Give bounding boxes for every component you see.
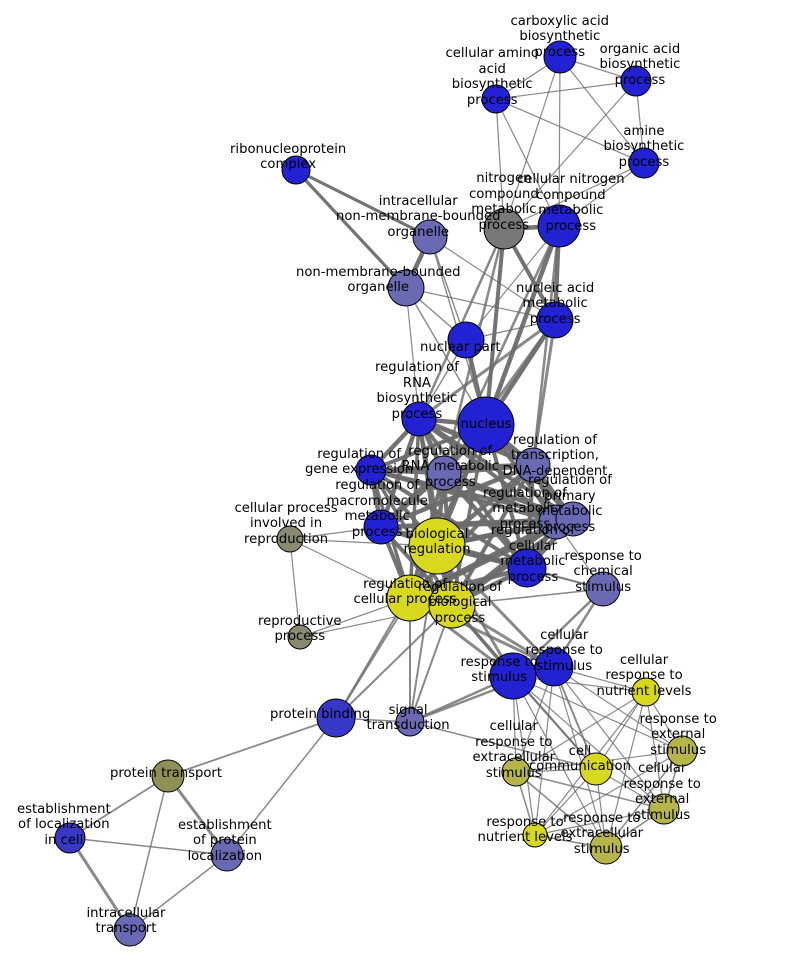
graph-edge[interactable]: [69, 775, 169, 839]
graph-node[interactable]: [395, 707, 425, 737]
graph-node[interactable]: [515, 447, 551, 483]
graph-edge[interactable]: [515, 691, 647, 773]
graph-node[interactable]: [387, 269, 425, 307]
graph-edge[interactable]: [503, 162, 645, 230]
graph-edge[interactable]: [503, 80, 637, 230]
graph-edge[interactable]: [559, 56, 645, 164]
graph-edge[interactable]: [495, 80, 637, 100]
graph-edge[interactable]: [167, 717, 337, 777]
graph-edge[interactable]: [531, 319, 557, 466]
graph-edge[interactable]: [451, 588, 604, 606]
graph-node[interactable]: [666, 735, 698, 767]
graph-node[interactable]: [555, 501, 591, 537]
graph-node[interactable]: [483, 208, 525, 250]
graph-node[interactable]: [457, 396, 515, 454]
graph-edge[interactable]: [405, 287, 420, 420]
graph-edge[interactable]: [294, 168, 408, 290]
graph-edge[interactable]: [558, 56, 561, 227]
graph-node[interactable]: [507, 548, 547, 588]
graph-edge[interactable]: [645, 691, 665, 810]
graph-node[interactable]: [589, 831, 623, 865]
graph-edge[interactable]: [512, 675, 536, 836]
graph-edge[interactable]: [129, 775, 169, 931]
graph-edge[interactable]: [495, 98, 645, 164]
graph-node[interactable]: [631, 677, 661, 707]
graph-node[interactable]: [151, 759, 185, 793]
graph-node[interactable]: [210, 838, 244, 872]
graph-edge[interactable]: [515, 771, 607, 849]
graph-edge[interactable]: [534, 808, 665, 836]
graph-edge[interactable]: [515, 771, 665, 810]
graph-edge[interactable]: [484, 228, 506, 426]
graph-node[interactable]: [408, 517, 466, 575]
graph-node[interactable]: [54, 822, 86, 854]
graph-node[interactable]: [543, 40, 577, 74]
graph-edge[interactable]: [605, 750, 683, 849]
graph-edge[interactable]: [512, 675, 665, 810]
graph-node[interactable]: [355, 454, 387, 486]
node-layer: [54, 40, 698, 947]
graph-node[interactable]: [386, 574, 434, 622]
graph-edge[interactable]: [465, 225, 560, 341]
graph-node[interactable]: [276, 525, 304, 553]
graph-node[interactable]: [648, 793, 680, 825]
graph-edge[interactable]: [69, 837, 228, 856]
graph-node[interactable]: [281, 155, 311, 185]
graph-edge[interactable]: [295, 168, 431, 239]
graph-edge[interactable]: [380, 519, 557, 530]
graph-edge[interactable]: [512, 675, 683, 752]
graph-node[interactable]: [534, 647, 574, 687]
graph-node[interactable]: [501, 757, 531, 787]
graph-node[interactable]: [537, 204, 581, 248]
edge-layer: [68, 56, 683, 931]
graph-edge[interactable]: [409, 721, 597, 770]
graph-node[interactable]: [481, 84, 511, 114]
graph-edge[interactable]: [495, 98, 560, 227]
graph-node[interactable]: [489, 652, 537, 700]
graph-edge[interactable]: [443, 470, 557, 525]
graph-edge[interactable]: [534, 750, 683, 836]
graph-node[interactable]: [536, 301, 574, 339]
graph-node[interactable]: [113, 913, 147, 947]
graph-node[interactable]: [316, 698, 356, 738]
graph-edge[interactable]: [495, 98, 505, 230]
graph-edge[interactable]: [289, 538, 301, 638]
graph-edge[interactable]: [408, 418, 421, 599]
graph-edge[interactable]: [418, 318, 556, 421]
graph-edge[interactable]: [534, 666, 555, 836]
graph-edge[interactable]: [408, 520, 558, 600]
graph-node[interactable]: [447, 321, 485, 359]
graph-edge[interactable]: [370, 468, 557, 524]
graph-node[interactable]: [585, 571, 621, 607]
graph-edge[interactable]: [512, 675, 607, 849]
graph-edge[interactable]: [68, 837, 132, 931]
graph-edge[interactable]: [226, 717, 337, 856]
graph-node[interactable]: [401, 401, 437, 437]
graph-edge[interactable]: [429, 236, 556, 321]
graph-node[interactable]: [579, 752, 613, 786]
graph-edge[interactable]: [605, 691, 647, 849]
graph-node[interactable]: [522, 822, 548, 848]
graph-edge[interactable]: [503, 56, 561, 230]
graph-node[interactable]: [620, 65, 652, 97]
graph-node[interactable]: [412, 219, 448, 255]
graph-edge[interactable]: [553, 666, 665, 810]
graph-node[interactable]: [287, 624, 313, 650]
graph-edge[interactable]: [129, 854, 228, 931]
graph-edge[interactable]: [553, 666, 607, 849]
graph-edge[interactable]: [335, 604, 453, 719]
graph-node[interactable]: [426, 455, 462, 491]
graph-node[interactable]: [628, 147, 660, 179]
graph-edge[interactable]: [405, 287, 556, 321]
graph-node[interactable]: [363, 509, 399, 545]
graph-node[interactable]: [428, 581, 476, 629]
graph-edge[interactable]: [483, 225, 562, 426]
graph-edge[interactable]: [531, 225, 561, 466]
